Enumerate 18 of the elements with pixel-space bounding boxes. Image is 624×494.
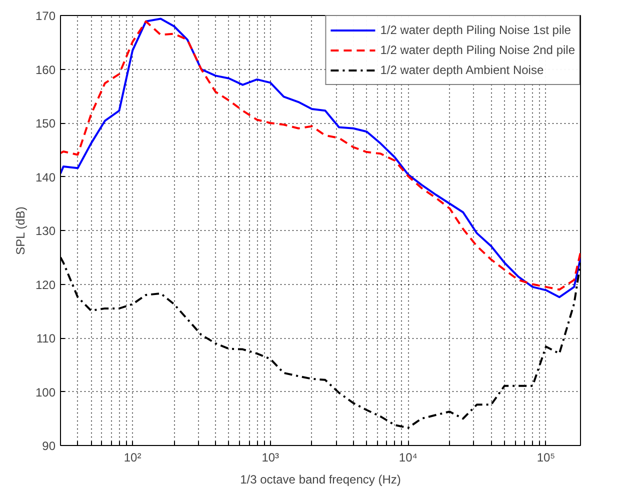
y-tick-label: 150 xyxy=(35,116,56,130)
y-axis-title: SPL (dB) xyxy=(13,206,28,255)
x-tick-label: 10² xyxy=(124,450,142,464)
y-tick-label: 100 xyxy=(35,385,56,400)
y-tick-label: 140 xyxy=(35,170,56,184)
legend-label: 1/2 water depth Piling Noise 1st pile xyxy=(380,23,571,37)
y-tick-label: 120 xyxy=(35,278,56,292)
y-tick-label: 110 xyxy=(36,332,56,346)
y-tick-label: 130 xyxy=(35,224,56,238)
x-tick-label: 10⁵ xyxy=(536,450,556,464)
legend-label: 1/2 water depth Ambient Noise xyxy=(380,63,544,77)
x-tick-label: 10⁴ xyxy=(398,450,418,464)
x-tick-label: 10³ xyxy=(262,450,280,464)
x-axis-title: 1/3 octave band freqency (Hz) xyxy=(240,472,401,486)
y-tick-label: 90 xyxy=(42,439,56,453)
y-tick-label: 160 xyxy=(35,62,56,77)
legend-label: 1/2 water depth Piling Noise 2nd pile xyxy=(380,43,575,57)
y-tick-label: 170 xyxy=(35,9,56,23)
